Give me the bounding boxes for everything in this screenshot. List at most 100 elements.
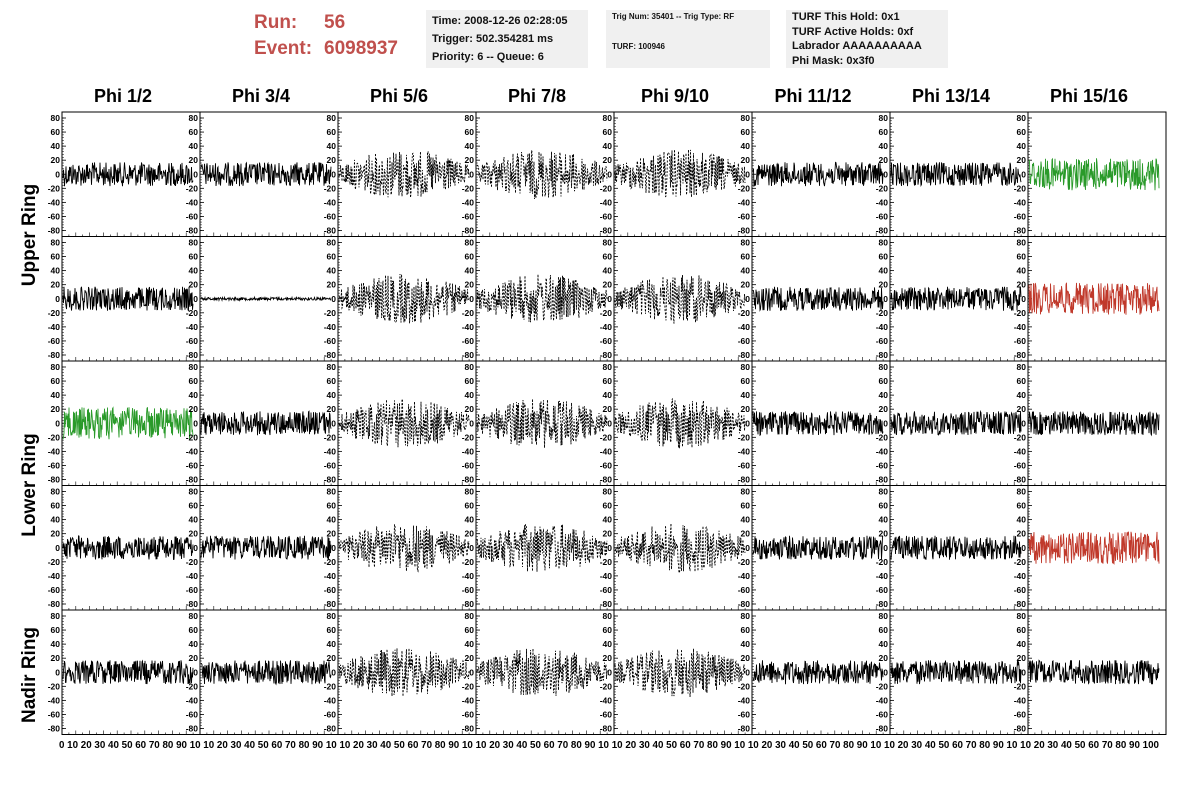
y-tick-label: -80 <box>1014 599 1027 609</box>
y-tick-label: 60 <box>465 127 475 137</box>
y-tick-label: -40 <box>1014 695 1027 705</box>
y-tick-label: -80 <box>324 599 337 609</box>
y-tick-label: -20 <box>600 308 613 318</box>
y-tick-label: 40 <box>465 390 475 400</box>
y-tick-label: -40 <box>876 322 889 332</box>
column-header: Phi 11/12 <box>774 86 852 106</box>
y-tick-label: 20 <box>51 155 61 165</box>
y-tick-label: -20 <box>462 681 475 691</box>
waveform-panel: 80 60 40 20 0 -20 -40 -60 -80 <box>738 609 891 735</box>
y-tick-label: -60 <box>1014 211 1027 221</box>
waveform-trace <box>1028 282 1160 315</box>
y-tick-label: 60 <box>879 501 889 511</box>
waveform-panel: 80 60 40 20 0 -20 -40 -60 -80 <box>324 360 477 486</box>
waveform-panel: 80 60 40 20 0 -20 -40 -60 -80 <box>462 236 615 362</box>
waveform-trace <box>890 162 1022 187</box>
waveform-trace <box>1028 411 1160 437</box>
waveform-trace <box>614 398 746 449</box>
waveform-trace <box>200 161 332 187</box>
y-tick-label: 60 <box>465 376 475 386</box>
y-tick-label: 80 <box>189 113 199 123</box>
y-tick-label: -80 <box>1014 724 1027 734</box>
y-tick-label: 0 <box>883 294 888 304</box>
y-tick-label: 40 <box>189 266 199 276</box>
y-tick-label: -40 <box>462 322 475 332</box>
waveform-trace <box>477 150 608 200</box>
y-tick-label: 0 <box>331 543 336 553</box>
y-tick-label: -60 <box>462 336 475 346</box>
y-tick-label: -40 <box>600 571 613 581</box>
y-tick-label: 60 <box>465 625 475 635</box>
y-tick-label: 60 <box>1017 501 1027 511</box>
time-text: Time: 2008-12-26 02:28:05 <box>432 15 568 27</box>
y-tick-label: 0 <box>745 169 750 179</box>
y-tick-label: 60 <box>741 625 751 635</box>
y-tick-label: -40 <box>186 197 199 207</box>
waveform-panel: 80 60 40 20 0 -20 -40 -60 -80 <box>1014 609 1167 735</box>
y-tick-label: 0 <box>607 169 612 179</box>
y-tick-label: -20 <box>738 308 751 318</box>
y-tick-label: -80 <box>48 475 61 485</box>
y-tick-label: 20 <box>189 155 199 165</box>
y-tick-label: 20 <box>189 280 199 290</box>
y-tick-label: 40 <box>189 390 199 400</box>
y-tick-label: 0 <box>193 418 198 428</box>
waveform-panel: 80 60 40 20 0 -20 -40 -60 -80 <box>462 485 615 611</box>
y-tick-label: 0 <box>607 667 612 677</box>
y-tick-label: -20 <box>1014 557 1027 567</box>
y-tick-label: 60 <box>741 376 751 386</box>
y-tick-label: -20 <box>876 681 889 691</box>
y-tick-label: 40 <box>1017 639 1027 649</box>
y-tick-label: 60 <box>879 252 889 262</box>
y-tick-label: -40 <box>738 322 751 332</box>
y-tick-label: -60 <box>48 336 61 346</box>
waveform-panel: 80 60 40 20 0 -20 -40 -60 -80 <box>324 609 477 735</box>
y-tick-label: 20 <box>741 155 751 165</box>
y-tick-label: -80 <box>1014 475 1027 485</box>
y-tick-label: -60 <box>738 336 751 346</box>
y-tick-label: 0 <box>1021 667 1026 677</box>
y-tick-label: 60 <box>51 501 61 511</box>
y-tick-label: 60 <box>741 127 751 137</box>
waveform-panel: 80 60 40 20 0 -20 -40 -60 -80 <box>1014 111 1167 237</box>
y-tick-label: -80 <box>600 226 613 236</box>
y-tick-label: 0 <box>883 169 888 179</box>
waveform-panel: 80 60 40 20 0 -20 -40 -60 -80 <box>48 236 201 362</box>
y-tick-label: 20 <box>189 653 199 663</box>
y-tick-label: 0 <box>1021 169 1026 179</box>
y-tick-label: 20 <box>327 155 337 165</box>
event-label: Event: <box>254 38 313 59</box>
y-tick-label: -40 <box>1014 571 1027 581</box>
waveform-trace <box>200 295 332 302</box>
y-tick-label: 20 <box>879 280 889 290</box>
y-tick-label: 60 <box>51 625 61 635</box>
y-tick-label: 80 <box>879 362 889 372</box>
y-tick-label: 60 <box>741 501 751 511</box>
turf-active-holds-text: TURF Active Holds: 0xf <box>792 25 914 38</box>
y-tick-label: 40 <box>879 515 889 525</box>
y-tick-label: -60 <box>876 460 889 470</box>
y-tick-label: -40 <box>600 446 613 456</box>
y-tick-label: 40 <box>465 515 475 525</box>
waveform-trace <box>752 660 884 685</box>
y-tick-label: 0 <box>55 667 60 677</box>
x-axis-tick-labels: 0 10 20 30 40 50 60 70 80 90 10 10 20 30… <box>59 740 1159 751</box>
waveform-panel: 80 60 40 20 0 -20 -40 -60 -80 <box>876 236 1029 362</box>
waveform-trace <box>476 648 608 696</box>
y-tick-label: 0 <box>55 294 60 304</box>
phi-mask-text: Phi Mask: 0x3f0 <box>792 54 875 67</box>
y-tick-label: 40 <box>879 266 889 276</box>
y-tick-label: 80 <box>327 362 337 372</box>
y-tick-label: -80 <box>186 724 199 734</box>
y-tick-label: -40 <box>324 571 337 581</box>
y-tick-label: 20 <box>327 404 337 414</box>
waveform-trace <box>338 524 470 573</box>
y-tick-label: -20 <box>48 183 61 193</box>
y-tick-label: 80 <box>465 362 475 372</box>
waveform-trace <box>752 161 884 188</box>
turf-text: TURF: 100946 <box>612 42 665 51</box>
y-tick-label: -60 <box>186 211 199 221</box>
y-tick-label: -80 <box>324 724 337 734</box>
y-tick-label: 0 <box>331 667 336 677</box>
y-tick-label: -80 <box>186 226 199 236</box>
